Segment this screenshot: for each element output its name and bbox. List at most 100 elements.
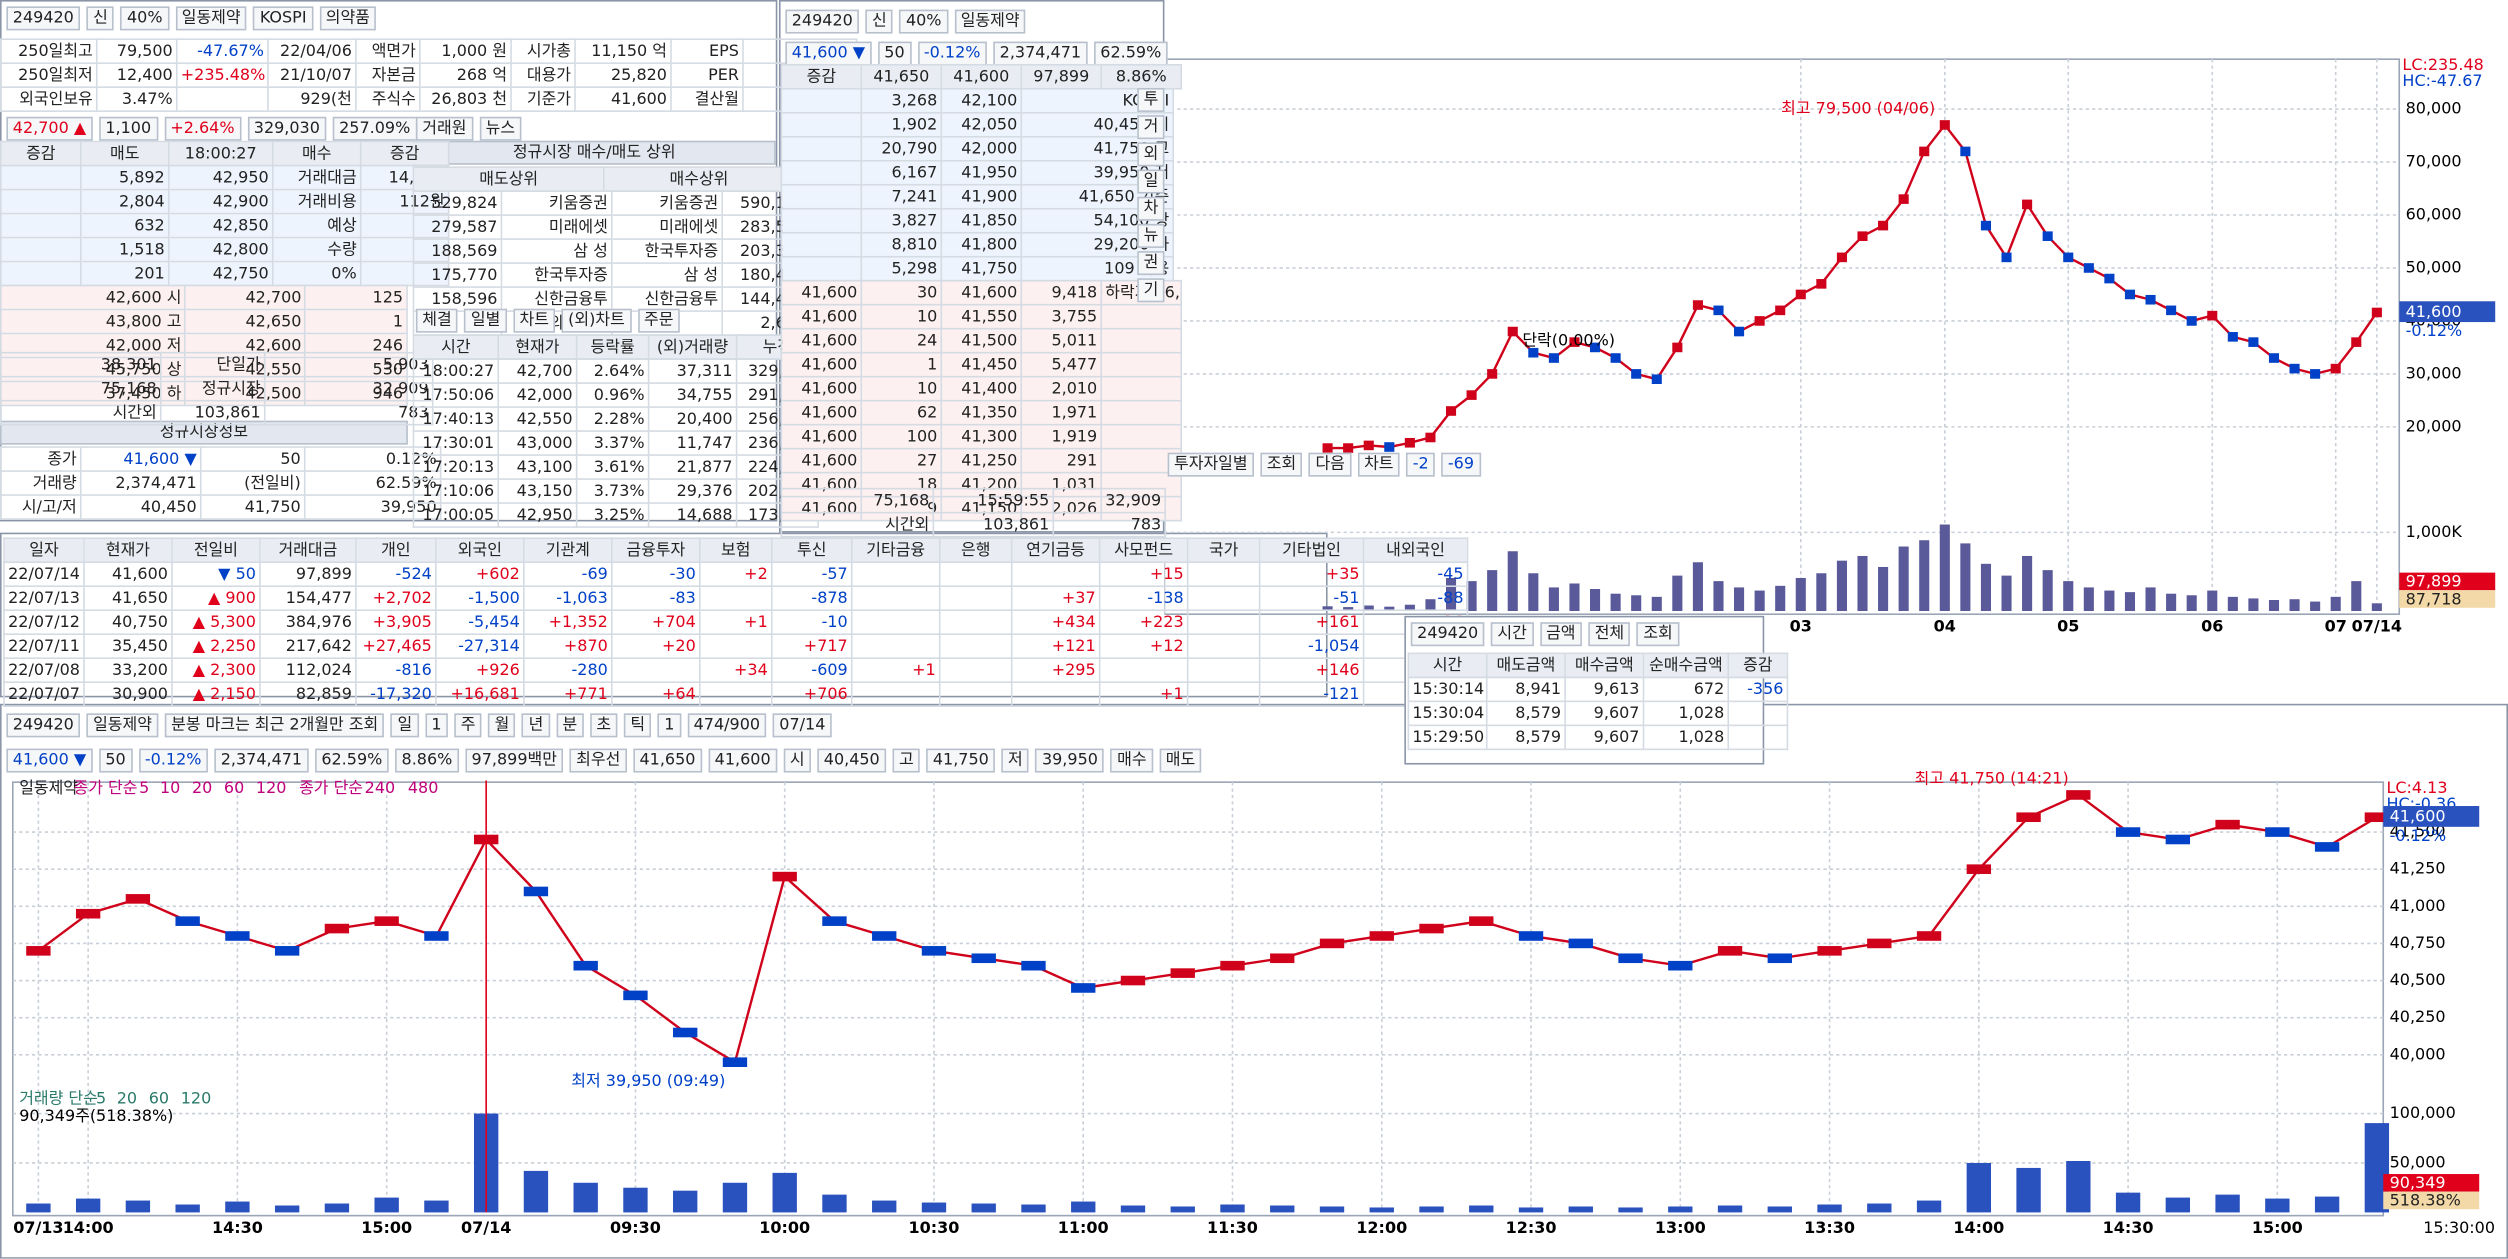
cell: 41,950	[940, 159, 1023, 186]
chip[interactable]: (외)차트	[561, 308, 632, 333]
volume-bar	[324, 1203, 350, 1213]
chip[interactable]: 시	[783, 748, 811, 773]
chip[interactable]: 최우선	[569, 748, 627, 773]
chip[interactable]: 일동제약	[175, 6, 248, 31]
chip[interactable]: 329,030	[247, 116, 327, 141]
chip[interactable]: 뉴스	[479, 116, 522, 141]
chip[interactable]: 41,600 ▼	[6, 748, 93, 773]
chip[interactable]: 고	[892, 748, 921, 773]
chip[interactable]: 차	[1137, 196, 1165, 221]
candle	[2215, 819, 2240, 830]
cell: 32,909	[1052, 487, 1167, 514]
chip[interactable]: 매수	[1110, 748, 1153, 773]
chip[interactable]: 일별	[464, 308, 507, 333]
chip[interactable]: 249420	[1410, 622, 1485, 647]
chip[interactable]: 권	[1137, 251, 1165, 276]
chip[interactable]: 외	[1137, 142, 1165, 167]
cell: 9,607	[1564, 724, 1645, 751]
chip[interactable]: 일동제약	[954, 9, 1026, 34]
chip[interactable]: 62.59%	[314, 748, 389, 773]
chip[interactable]: 신	[865, 9, 894, 34]
cell: 41,600	[780, 375, 863, 402]
chip[interactable]: 년	[522, 713, 550, 738]
chip[interactable]: KOSPI	[253, 6, 313, 31]
chip[interactable]: 분봉 마크는 최근 2개월만 조회	[164, 713, 385, 738]
chip[interactable]: 조회	[1260, 452, 1303, 477]
chip[interactable]: 8.86%	[395, 748, 459, 773]
cell: (전일비)	[199, 470, 306, 496]
chip[interactable]: 월	[488, 713, 516, 738]
chip[interactable]: 249420	[6, 6, 81, 31]
chip[interactable]: 뉴	[1137, 223, 1165, 248]
chip[interactable]: 저	[1001, 748, 1030, 773]
volume-bar	[1568, 1206, 1593, 1213]
chip[interactable]: -2	[1406, 452, 1436, 477]
chip[interactable]: 249420	[785, 9, 860, 34]
chip[interactable]: 62.59%	[1093, 41, 1168, 66]
chip[interactable]: 41,650	[633, 748, 702, 773]
chip[interactable]: 1	[424, 713, 448, 738]
chip[interactable]: 40%	[120, 6, 169, 31]
chip[interactable]: 41,750	[926, 748, 996, 773]
empty-cell	[1100, 303, 1183, 330]
chip[interactable]: 분	[556, 713, 584, 738]
chip[interactable]: 41,600 ▼	[785, 41, 872, 66]
chip[interactable]: 2,374,471	[993, 41, 1088, 66]
chip[interactable]: 주문	[637, 308, 680, 333]
chip[interactable]: -0.12%	[138, 748, 208, 773]
chip[interactable]: 257.09%	[332, 116, 417, 141]
chip[interactable]: 신	[86, 6, 115, 31]
chip[interactable]: 2,374,471	[214, 748, 309, 773]
chip[interactable]: 거래원	[415, 116, 473, 141]
chip[interactable]: 금액	[1539, 622, 1582, 647]
volume-bar	[1878, 566, 1889, 612]
chip[interactable]: 기	[1137, 278, 1165, 303]
chip[interactable]: 40%	[899, 9, 948, 34]
chip[interactable]: 일	[391, 713, 419, 738]
candle	[1319, 938, 1345, 949]
legend-item: 240	[365, 778, 396, 797]
chip[interactable]: 체결	[415, 308, 459, 333]
chip[interactable]: 474/900	[687, 713, 767, 738]
chip[interactable]: 42,700 ▲	[6, 116, 93, 141]
chip[interactable]: 일	[1137, 169, 1165, 194]
chip[interactable]: 41,600	[708, 748, 778, 773]
chip[interactable]: 시간	[1491, 622, 1534, 647]
cell: 41,600	[83, 561, 173, 588]
candle	[75, 908, 101, 919]
chip[interactable]: 40,450	[817, 748, 887, 773]
chip[interactable]: 50	[877, 41, 912, 66]
chip[interactable]: 거	[1137, 115, 1165, 140]
chip[interactable]: +2.64%	[163, 116, 241, 141]
chip[interactable]: 다음	[1309, 452, 1352, 477]
chip[interactable]: 39,950	[1035, 748, 1105, 773]
chip[interactable]: 차트	[1357, 452, 1400, 477]
chip[interactable]: 1	[657, 713, 681, 738]
chip[interactable]: 초	[590, 713, 618, 738]
chip[interactable]: 일동제약	[86, 713, 159, 738]
daily-chart: 20,00030,00040,00050,00060,00070,00080,0…	[1164, 55, 2496, 636]
chip[interactable]: 차트	[513, 308, 556, 333]
cell: 32,909	[263, 375, 434, 402]
chip[interactable]: 97,899백만	[465, 748, 564, 773]
chip[interactable]: 매도	[1159, 748, 1202, 773]
cell: 3,268	[860, 87, 943, 114]
cell: 17:20:13	[412, 454, 500, 480]
chip[interactable]: 07/14	[772, 713, 832, 738]
chip[interactable]: -69	[1441, 452, 1481, 477]
chip[interactable]: -0.12%	[917, 41, 987, 66]
chip[interactable]: 1,100	[98, 116, 158, 141]
row: 15:29:50 8,579 9,607 1,028	[1407, 724, 1789, 751]
chip[interactable]: 전체	[1588, 622, 1631, 647]
chip[interactable]: 투	[1137, 87, 1165, 112]
chip[interactable]: 투자자일별	[1167, 452, 1255, 477]
chip[interactable]: 249420	[6, 713, 81, 738]
volume-bar	[274, 1205, 300, 1213]
chip[interactable]: 조회	[1636, 622, 1680, 647]
chip[interactable]: 틱	[623, 713, 652, 738]
chip[interactable]: 50	[98, 748, 133, 773]
cell: 175,770	[412, 262, 503, 288]
chip[interactable]: 의약품	[319, 6, 377, 31]
chip[interactable]: 주	[454, 713, 482, 738]
